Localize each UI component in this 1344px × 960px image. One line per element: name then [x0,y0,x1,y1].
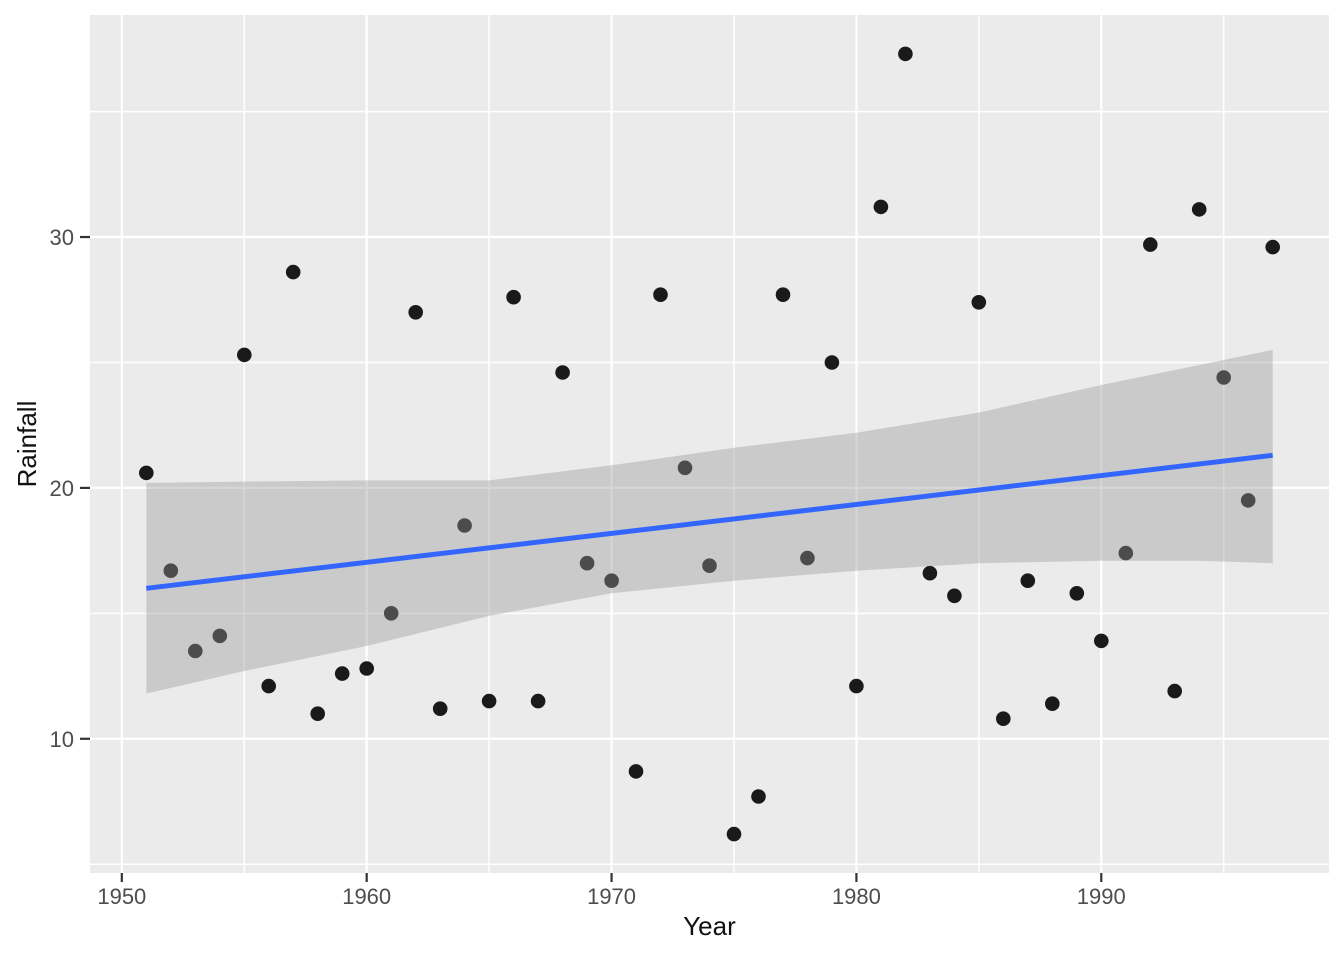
data-point [1240,493,1256,508]
data-point [139,465,154,481]
data-point [1045,696,1060,711]
data-point [1094,633,1109,649]
data-point [188,643,203,659]
y-tick-label: 20 [50,476,74,501]
x-tick-label: 1990 [1077,884,1126,909]
data-point [1216,370,1231,385]
y-axis-title: Rainfall [12,400,42,488]
x-tick-label: 1960 [342,884,391,909]
data-point [1069,586,1085,601]
regression-line [146,452,1273,591]
major-gridlines [90,15,1329,873]
data-point [849,678,864,694]
y-tick-label: 30 [50,225,74,250]
data-point [873,199,889,215]
data-point [285,264,301,280]
data-point [261,678,277,694]
x-tick-label: 1950 [97,884,146,909]
data-point [359,661,375,676]
data-point [677,460,693,476]
data-point [702,558,717,573]
x-axis-title: Year [683,911,736,941]
panel-background [90,15,1329,873]
data-point [237,347,252,363]
data-point [212,628,228,644]
data-point [432,701,448,716]
data-point [1118,545,1134,561]
data-point [751,789,766,804]
data-point [775,287,791,303]
x-tick-label: 1980 [832,884,881,909]
data-point [1191,202,1207,217]
data-point [310,706,326,721]
data-point [555,365,570,380]
data-point [653,287,668,303]
data-point [898,46,913,62]
data-point [726,826,742,842]
scatter-points [139,46,1280,842]
y-tick-label: 10 [50,727,74,752]
data-point [1143,237,1158,252]
data-point [996,711,1011,726]
data-point [481,693,497,709]
data-point [383,606,399,621]
data-point [1020,573,1036,588]
data-point [408,305,424,320]
minor-gridlines [90,15,1329,873]
data-point [1167,683,1182,699]
axis-tick-marks [80,235,1103,882]
data-point [922,565,938,581]
x-tick-label: 1970 [587,884,636,909]
data-point [163,563,179,578]
data-point [530,693,546,709]
data-point [824,355,840,370]
data-point [579,555,595,571]
data-point [457,518,472,533]
data-point [334,666,350,681]
data-point [628,764,644,779]
data-point [947,588,962,604]
data-point [506,289,521,305]
tick-labels: 1950 1960 1970 1980 1990 10 20 30 [50,225,1126,909]
data-point [800,550,815,566]
data-point [971,295,987,310]
data-point [1265,239,1280,255]
data-point [604,573,619,588]
